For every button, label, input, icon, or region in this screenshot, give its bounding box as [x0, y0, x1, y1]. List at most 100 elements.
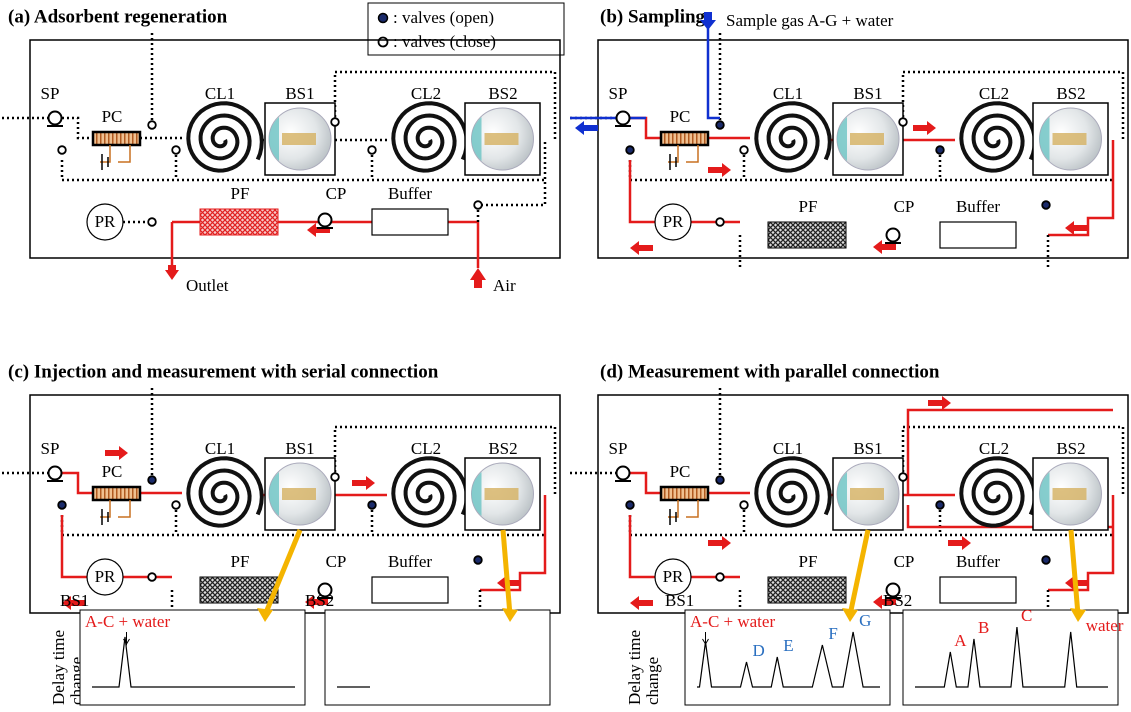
component-label: CL2: [411, 84, 441, 103]
plot-label: BS2: [305, 591, 334, 610]
panel-title: (a) Adsorbent regeneration: [8, 6, 228, 27]
air-arrow: [470, 268, 486, 288]
component-label: CL1: [773, 84, 803, 103]
component-label: SP: [41, 439, 60, 458]
peak-label: A: [954, 631, 967, 650]
flow-arrow: [1065, 221, 1088, 235]
valve-close: [148, 218, 156, 226]
component-label: PF: [231, 552, 250, 571]
component-label: PF: [231, 184, 250, 203]
pump: [617, 112, 630, 125]
component-label: BS2: [1056, 439, 1085, 458]
peak-label: E: [783, 636, 793, 655]
heater-wire: [100, 145, 130, 162]
component-label: CP: [894, 197, 915, 216]
panel-title: (d) Measurement with parallel connection: [600, 361, 940, 382]
plot-label: BS2: [883, 591, 912, 610]
flow-arrow: [708, 163, 731, 177]
heater-wire: [668, 145, 698, 162]
buffer-tank: [940, 577, 1016, 603]
particle-filter: [200, 577, 278, 603]
valve-open: [148, 476, 156, 484]
valve-close: [740, 146, 748, 154]
pump: [49, 467, 62, 480]
component-label: CP: [894, 552, 915, 571]
component-label: CL2: [979, 84, 1009, 103]
column-spiral: [188, 103, 261, 170]
buffer-tank: [372, 577, 448, 603]
sample-inlet: [708, 20, 720, 118]
sensor-idt: [485, 133, 519, 145]
y-axis-label: change: [643, 657, 662, 705]
component-label: PF: [799, 197, 818, 216]
component-label: PF: [799, 552, 818, 571]
signal-arrow: [503, 530, 510, 615]
sensor-idt: [850, 133, 884, 145]
preconcentrator: [93, 487, 140, 500]
valve-close: [331, 473, 339, 481]
peak-label: water: [1086, 616, 1124, 635]
component-label: PR: [663, 567, 684, 586]
legend-open: : valves (open): [393, 8, 494, 27]
valve-open: [936, 501, 944, 509]
component-label: Buffer: [956, 197, 1000, 216]
component-label: PC: [670, 462, 691, 481]
valve-close: [474, 201, 482, 209]
sensor-idt: [282, 133, 316, 145]
valve-open: [936, 146, 944, 154]
column-spiral: [961, 458, 1035, 525]
valve-close: [331, 118, 339, 126]
y-axis-label: Delay time: [625, 630, 644, 705]
outlet-label: Outlet: [186, 276, 229, 295]
panel: (c) Injection and measurement with seria…: [2, 361, 560, 705]
valve-close: [716, 573, 724, 581]
flow-arrow: [630, 241, 653, 255]
column-spiral: [188, 458, 261, 525]
peak-label: F: [828, 624, 837, 643]
valve-open: [626, 501, 634, 509]
sensor-idt: [850, 488, 884, 500]
panel: (d) Measurement with parallel connection…: [570, 361, 1128, 705]
component-label: CP: [326, 552, 347, 571]
preconcentrator: [93, 132, 140, 145]
component-label: SP: [41, 84, 60, 103]
valve-close: [58, 146, 66, 154]
component-label: Buffer: [956, 552, 1000, 571]
buffer-tank: [940, 222, 1016, 248]
heater-wire: [668, 500, 698, 517]
valve-close-icon: [379, 38, 388, 47]
column-spiral: [393, 458, 467, 525]
flow-arrow: [913, 121, 936, 135]
component-label: PR: [95, 567, 116, 586]
heater-wire: [100, 500, 130, 517]
valve-close: [899, 118, 907, 126]
component-label: BS1: [285, 439, 314, 458]
pump: [319, 214, 332, 227]
valve-open: [716, 121, 724, 129]
sensor-idt: [282, 488, 316, 500]
component-label: CL2: [411, 439, 441, 458]
plot-box: [325, 610, 550, 705]
component-label: BS1: [285, 84, 314, 103]
air-label: Air: [493, 276, 516, 295]
component-label: CL2: [979, 439, 1009, 458]
component-label: SP: [609, 84, 628, 103]
pump: [887, 229, 900, 242]
panel: (b) SamplingSample gas A-G + waterSPPCCL…: [570, 6, 1128, 270]
pump: [617, 467, 630, 480]
plot-label: BS1: [60, 591, 89, 610]
component-label: CP: [326, 184, 347, 203]
peak-label: B: [978, 618, 989, 637]
valve-open: [368, 501, 376, 509]
component-label: Buffer: [388, 552, 432, 571]
signal-arrow: [265, 530, 300, 615]
valve-close: [148, 121, 156, 129]
particle-filter: [768, 222, 846, 248]
flow-arrow: [105, 446, 128, 460]
legend-close: : valves (close): [393, 32, 496, 51]
valve-open: [1042, 201, 1050, 209]
legend: : valves (open) : valves (close): [368, 3, 564, 55]
valve-open: [626, 146, 634, 154]
valve-open-icon: [379, 14, 388, 23]
particle-filter: [200, 209, 278, 235]
